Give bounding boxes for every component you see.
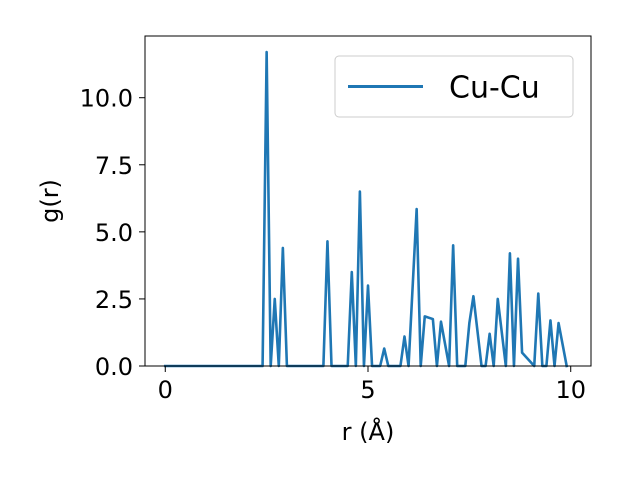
plot-area [163,50,569,368]
y-tick-label: 10.0 [80,85,133,113]
x-axis-label: r (Å) [342,417,395,446]
axis-ticks: 0 5 10 0.0 2.5 5.0 7.5 10.0 [80,85,586,404]
y-tick-label: 7.5 [95,152,133,180]
x-tick-label: 10 [555,376,586,404]
series-line-0 [163,50,569,368]
legend-box [334,55,574,118]
legend-label: Cu-Cu [449,71,540,106]
x-tick-label: 0 [158,376,173,404]
y-tick-label: 2.5 [95,286,133,314]
y-tick-label: 0.0 [95,353,133,381]
legend: Cu-Cu [334,55,574,118]
x-tick-label: 5 [360,376,375,404]
y-tick-label: 5.0 [95,219,133,247]
y-axis-label: g(r) [36,179,64,223]
